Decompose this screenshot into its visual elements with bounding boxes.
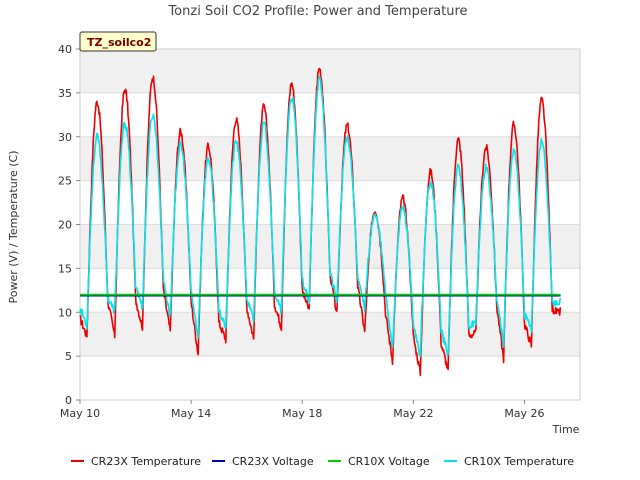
x-axis-ticks: May 10 May 14 May 18 May 22 May 26 bbox=[60, 400, 545, 420]
y-axis-label: Power (V) / Temperature (C) bbox=[7, 150, 20, 303]
y-tick-label: 30 bbox=[58, 131, 72, 144]
grid-band bbox=[80, 136, 580, 181]
y-tick-label: 35 bbox=[58, 87, 72, 100]
y-tick-label: 15 bbox=[58, 262, 72, 275]
y-axis-ticks: 0 5 10 15 20 25 30 35 40 bbox=[58, 43, 80, 407]
y-tick-label: 25 bbox=[58, 175, 72, 188]
legend-label: CR10X Temperature bbox=[464, 455, 574, 468]
grid-band bbox=[80, 312, 580, 357]
series-line-cr10x-temperature bbox=[79, 75, 562, 358]
site-tag-box bbox=[79, 31, 157, 52]
site-tag-text: TZ_soilco2 bbox=[87, 36, 151, 49]
y-tick-label: 10 bbox=[58, 306, 72, 319]
grid-band bbox=[80, 49, 580, 93]
y-tick-label: 40 bbox=[58, 43, 72, 56]
x-axis-label: Time bbox=[552, 423, 580, 436]
plot-background bbox=[79, 48, 581, 401]
x-tick-label: May 18 bbox=[282, 407, 322, 420]
x-tick-label: May 22 bbox=[393, 407, 433, 420]
legend-label: CR23X Temperature bbox=[91, 455, 201, 468]
x-tick-label: May 14 bbox=[171, 407, 211, 420]
chart-title: Tonzi Soil CO2 Profile: Power and Temper… bbox=[167, 4, 467, 19]
series-lines bbox=[79, 67, 562, 377]
x-tick-label: May 26 bbox=[504, 407, 544, 420]
x-tick-label: May 10 bbox=[60, 407, 100, 420]
site-tag: TZ_soilco2 bbox=[79, 31, 157, 52]
y-tick-label: 0 bbox=[65, 394, 72, 407]
legend-label: CR10X Voltage bbox=[348, 455, 430, 468]
legend-label: CR23X Voltage bbox=[232, 455, 314, 468]
y-tick-label: 20 bbox=[58, 219, 72, 232]
y-tick-label: 5 bbox=[65, 350, 72, 363]
legend: CR23X Temperature CR23X Voltage CR10X Volt… bbox=[71, 455, 574, 468]
